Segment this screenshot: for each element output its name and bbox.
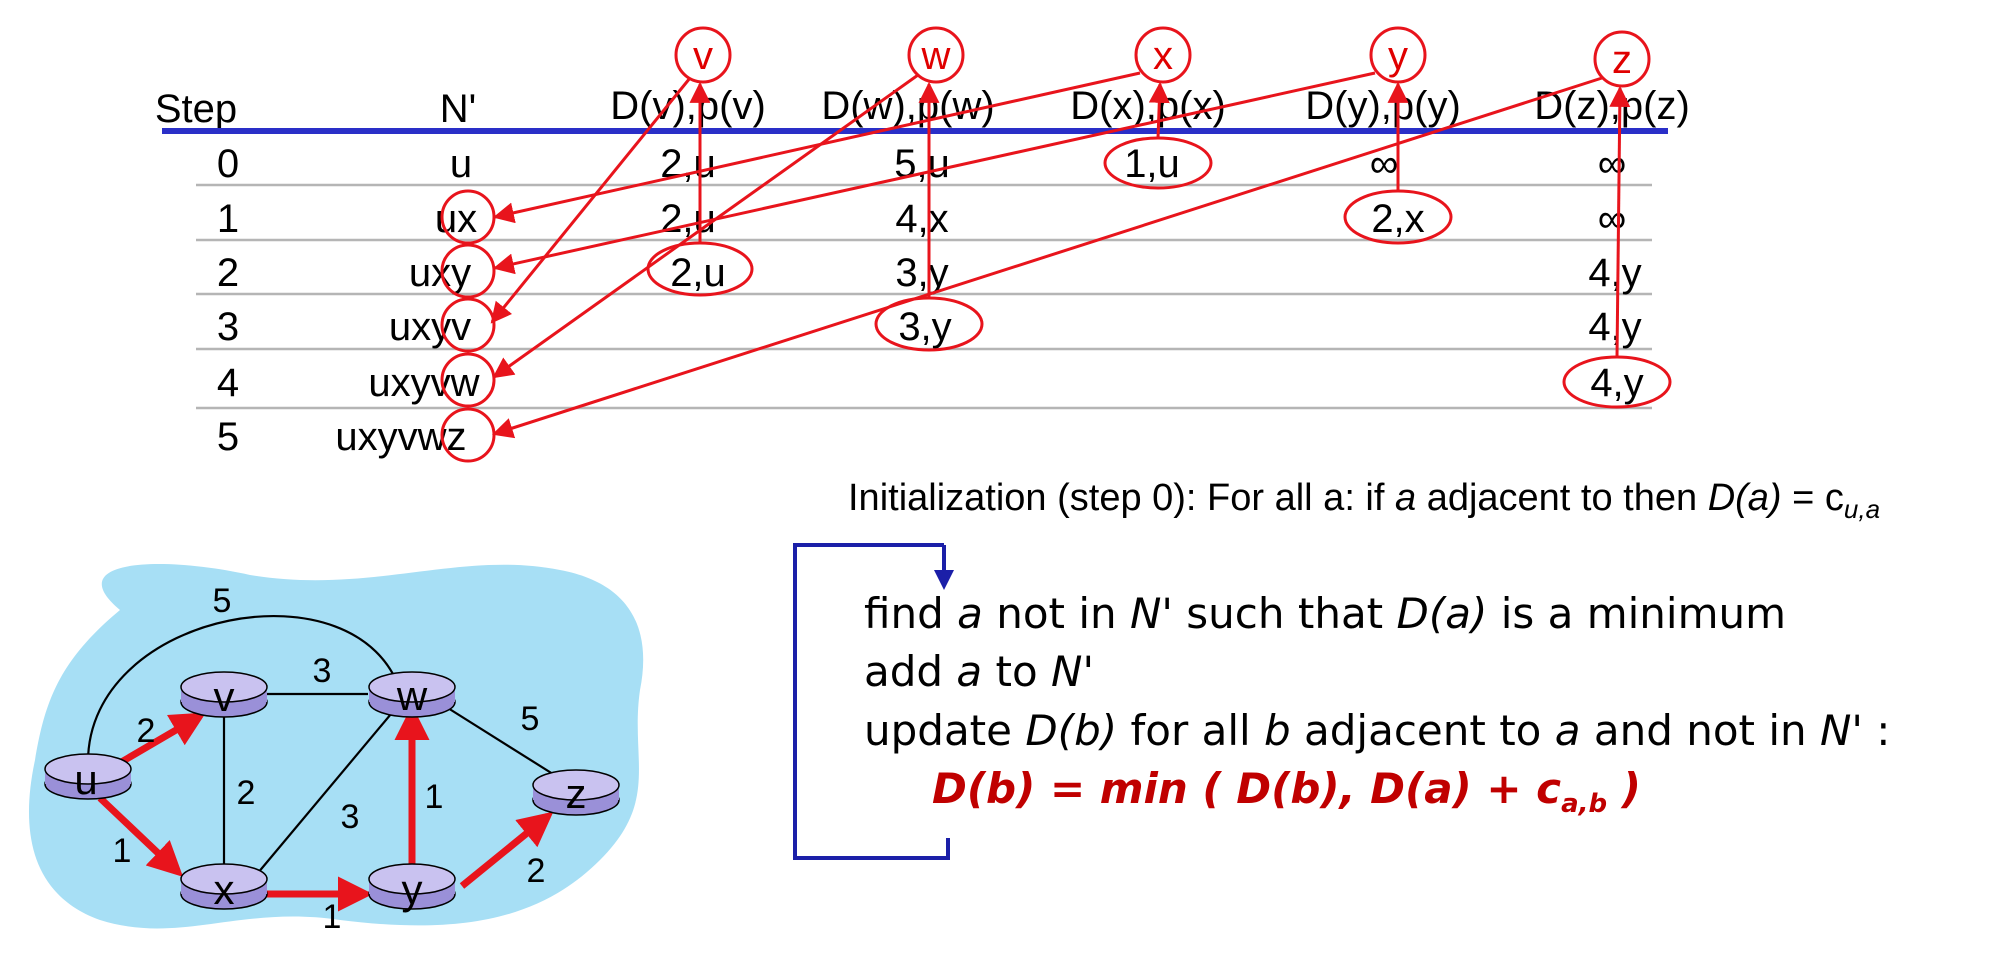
weight-y-z: 2	[527, 852, 546, 890]
cell-step: 1	[217, 197, 239, 241]
svg-text:z: z	[566, 770, 587, 817]
arrow-w-to-nprime	[492, 73, 919, 379]
weight-x-y: 1	[323, 898, 342, 936]
header-dz: D(z),p(z)	[1534, 84, 1690, 128]
svg-text:x: x	[1153, 34, 1173, 78]
graph-node-v: v	[180, 671, 268, 720]
cell-dz: ∞	[1598, 197, 1627, 241]
loop-frame	[793, 543, 954, 860]
header-dx: D(x),p(x)	[1070, 84, 1226, 128]
cell-dz: ∞	[1598, 142, 1627, 186]
cell-step: 3	[217, 305, 239, 349]
trace-arrows	[490, 71, 1631, 439]
svg-text:z: z	[1612, 38, 1632, 82]
weight-u-v: 2	[137, 712, 156, 750]
loop-line-update: update D(b) for all b adjacent to a and …	[864, 706, 1890, 755]
network-graph: u v w x y z	[28, 564, 644, 936]
cell-dv: 2,u	[660, 197, 716, 241]
weight-v-x: 2	[237, 774, 256, 812]
cell-dy: 2,x	[1371, 197, 1424, 241]
cell-step: 4	[217, 361, 239, 405]
arrow-y-to-nprime	[492, 71, 1376, 275]
edge-u-w	[86, 615, 403, 763]
cell-nprime: uxy	[409, 251, 471, 295]
svg-text:w: w	[921, 34, 951, 78]
graph-node-x: x	[180, 863, 268, 913]
arrow-x-up	[1148, 81, 1170, 139]
svg-text:w: w	[396, 672, 428, 719]
nprime-circle-w	[440, 352, 496, 408]
table-row: 5 uxyvwz	[217, 415, 467, 459]
cell-dx: 1,u	[1124, 142, 1180, 186]
top-label-y: y	[1369, 26, 1427, 84]
cell-dz: 4,y	[1590, 361, 1643, 405]
header-nprime: N'	[440, 87, 477, 131]
weight-u-w: 5	[213, 582, 232, 620]
arrow-z-up	[1609, 85, 1631, 358]
arrow-z-to-nprime	[492, 76, 1603, 439]
cell-nprime: uxyvw	[368, 361, 479, 405]
table-header: Step N' D(v),p(v) D(w),p(w) D(x),p(x) D(…	[155, 84, 1690, 131]
weight-v-w: 3	[313, 652, 332, 690]
sp-edge-u-x	[97, 795, 184, 877]
cell-dz: 4,y	[1588, 305, 1641, 349]
cell-step: 5	[217, 415, 239, 459]
top-label-z: z	[1593, 30, 1651, 88]
cell-nprime: uxyv	[389, 305, 471, 349]
graph-edges	[86, 615, 573, 884]
header-step: Step	[155, 87, 237, 131]
shortest-path-edges	[97, 705, 554, 912]
cell-dz: 4,y	[1588, 251, 1641, 295]
nprime-circle-v	[440, 297, 496, 353]
edge-weights: 5 2 3 5 2 3 1 1 1 2	[113, 582, 546, 936]
table-row: 3 uxyv 3,y 4,y	[217, 305, 1642, 349]
loop-line-find: find a not in N' such that D(a) is a min…	[864, 589, 1786, 638]
dijkstra-table: Step N' D(v),p(v) D(w),p(w) D(x),p(x) D(…	[155, 84, 1690, 459]
top-node-labels: v w x y z	[674, 26, 1651, 88]
svg-text:y: y	[402, 866, 423, 913]
sp-edge-y-z	[459, 811, 554, 889]
table-row: 0 u 2,u 5,u 1,u ∞ ∞	[217, 142, 1626, 186]
weight-y-w: 1	[425, 778, 444, 816]
top-label-v: v	[674, 26, 732, 84]
svg-text:v: v	[693, 34, 713, 78]
cell-step: 2	[217, 251, 239, 295]
cell-nprime: u	[450, 142, 472, 186]
network-cloud	[28, 564, 644, 929]
cell-dw: 4,x	[895, 197, 948, 241]
header-dv: D(v),p(v)	[610, 84, 766, 128]
table-row: 1 ux 2,u 4,x 2,x ∞	[217, 197, 1626, 241]
graph-node-y: y	[368, 863, 456, 913]
loop-line-add: add a to N'	[864, 647, 1094, 696]
cell-dw: 3,y	[895, 251, 948, 295]
row-separators	[196, 183, 1652, 410]
svg-text:y: y	[1388, 34, 1408, 78]
table-row: 2 uxy 2,u 3,y 4,y	[217, 251, 1642, 295]
svg-text:u: u	[74, 756, 97, 803]
cell-dv: 2,u	[670, 251, 726, 295]
sp-edge-u-v	[116, 712, 207, 768]
cell-dw: 5,u	[894, 142, 950, 186]
edge-w-z	[431, 697, 573, 787]
update-equation: D(b) = min ( D(b), D(a) + ca,b )	[932, 764, 1641, 819]
svg-text:v: v	[214, 673, 235, 720]
header-dw: D(w),p(w)	[821, 84, 994, 128]
edge-x-w	[251, 707, 397, 881]
weight-u-x: 1	[113, 832, 132, 870]
svg-text:x: x	[214, 866, 235, 913]
weight-w-z: 5	[521, 700, 540, 738]
table-row: 4 uxyvw 4,y	[217, 361, 1644, 405]
top-label-w: w	[907, 26, 965, 84]
weight-x-w: 3	[341, 798, 360, 836]
graph-node-w: w	[368, 671, 456, 719]
graph-node-z: z	[532, 769, 620, 817]
initialization-text: Initialization (step 0): For all a: if a…	[848, 477, 1880, 524]
graph-node-u: u	[44, 753, 132, 803]
top-label-x: x	[1134, 26, 1192, 84]
header-dy: D(y),p(y)	[1305, 84, 1461, 128]
arrow-v-to-nprime	[490, 77, 692, 324]
cell-dw: 3,y	[898, 305, 951, 349]
cell-step: 0	[217, 142, 239, 186]
